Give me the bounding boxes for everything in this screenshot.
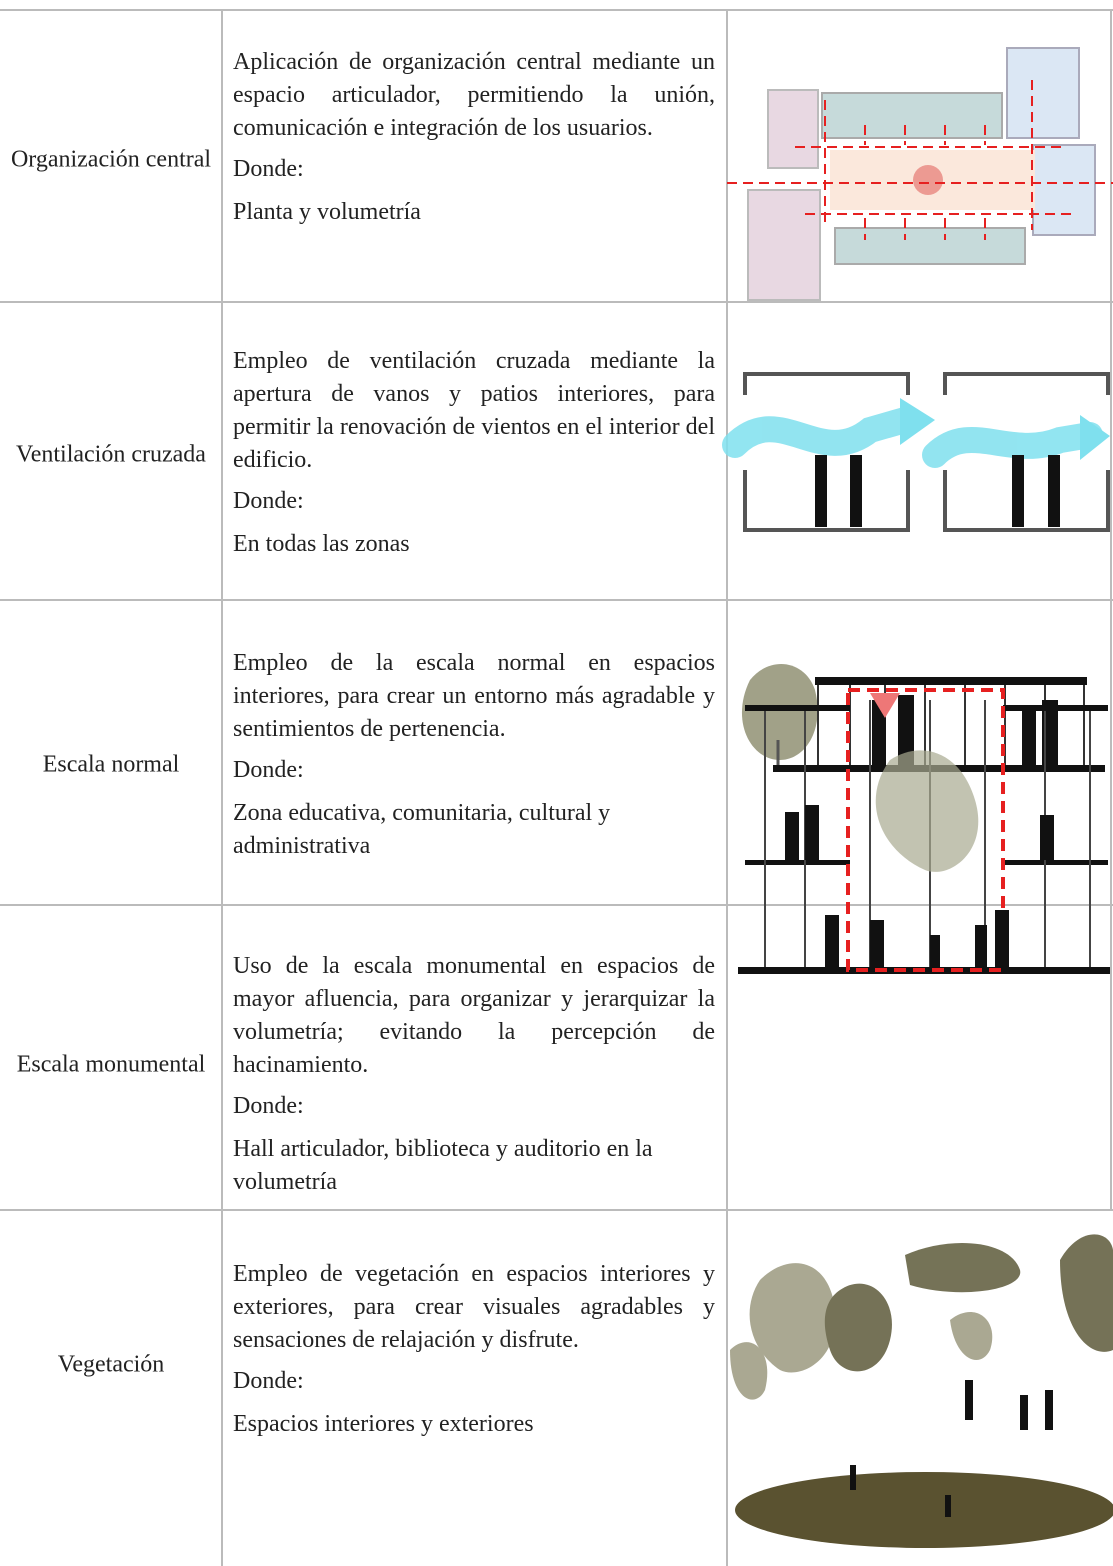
row-text: Empleo de ventilación cruzada mediante l… [233, 345, 715, 561]
description: Aplicación de organización central media… [233, 49, 715, 141]
row-label: Ventilación cruzada [16, 441, 206, 468]
row-text: Empleo de vegetación en espacios interio… [233, 1258, 715, 1441]
row-label: Vegetación [57, 1351, 165, 1378]
where-label: Donde: [233, 1093, 304, 1119]
row-label: Escala monumental [16, 1051, 206, 1078]
where-label: Donde: [233, 156, 304, 182]
where: Espacios interiores y exteriores [233, 1411, 534, 1437]
where: Planta y volumetría [233, 199, 421, 225]
row-text: Empleo de la escala normal en espacios i… [233, 647, 715, 863]
where-label: Donde: [233, 1368, 304, 1394]
description: Empleo de ventilación cruzada mediante l… [233, 348, 715, 473]
description: Uso de la escala monumental en espacios … [233, 953, 715, 1078]
where-label: Donde: [233, 757, 304, 783]
row-label: Organización central [10, 146, 212, 173]
row-text: Uso de la escala monumental en espacios … [233, 950, 715, 1199]
where: En todas las zonas [233, 531, 410, 557]
where: Hall articulador, biblioteca y auditorio… [233, 1136, 653, 1195]
where-label: Donde: [233, 488, 304, 514]
row-label: Escala normal [42, 751, 180, 778]
row-text: Aplicación de organización central media… [233, 46, 715, 229]
description: Empleo de vegetación en espacios interio… [233, 1261, 715, 1353]
description: Empleo de la escala normal en espacios i… [233, 650, 715, 742]
where: Zona educativa, comunitaria, cultural y … [233, 800, 611, 859]
